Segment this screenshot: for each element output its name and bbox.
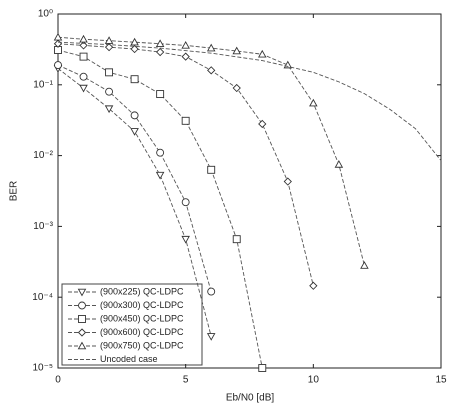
marker [207,66,216,75]
marker [104,36,114,44]
marker [77,341,87,350]
legend-label: (900x300) QC-LDPC [100,300,184,310]
marker [181,52,190,61]
marker [206,43,216,52]
legend-label: (900x450) QC-LDPC [100,313,184,323]
marker [78,315,86,323]
marker [207,287,216,296]
plot-frame [57,13,442,369]
marker [79,84,88,93]
marker [258,364,267,372]
x-axis-label: Eb/N0 [dB] [226,393,275,404]
y-axis-label: BER [9,181,20,202]
marker [181,40,190,49]
y-tick-label: 10⁻³ [33,221,53,232]
marker [258,119,267,129]
marker [156,90,165,99]
marker [155,39,165,48]
marker [104,105,114,114]
x-tick-label: 5 [183,375,189,386]
marker [130,111,139,120]
marker [77,328,87,337]
marker [283,60,293,69]
marker [79,34,88,43]
marker [181,116,190,125]
series-line [57,64,212,292]
marker [309,281,318,290]
marker [360,261,369,269]
marker [258,49,267,58]
marker [181,235,190,244]
marker [78,301,86,310]
marker [207,165,216,174]
y-tick-label: 10⁻⁵ [32,363,53,374]
marker [232,235,241,244]
x-tick-label: 10 [308,375,320,386]
series-line [57,49,263,369]
marker [283,177,292,186]
marker [54,61,62,70]
legend-label: (900x600) QC-LDPC [100,327,184,337]
marker [130,128,139,136]
marker [79,52,88,61]
legend-label: (900x225) QC-LDPC [100,286,184,296]
marker [309,98,318,107]
x-tick-label: 15 [435,375,447,386]
marker [53,32,63,41]
legend-label: (900x750) QC-LDPC [100,340,184,350]
marker [77,288,87,297]
y-tick-label: 10⁻⁴ [32,292,53,303]
marker [334,160,344,168]
marker [155,47,165,57]
legend-label: Uncoded case [100,354,158,364]
legend-box [61,283,203,366]
x-tick-label: 0 [55,375,61,386]
marker [79,72,88,81]
y-tick-label: 10⁻¹ [33,79,53,90]
marker [104,43,114,52]
marker [130,75,139,84]
marker [232,83,241,93]
marker [130,44,139,54]
marker [155,171,165,180]
marker [105,68,114,77]
marker [156,148,165,157]
series-line [57,43,314,286]
marker [206,333,216,341]
marker [232,46,241,55]
marker [181,198,190,207]
series-line [57,41,442,161]
y-tick-label: 10⁰ [38,9,53,20]
marker [105,87,114,96]
y-tick-label: 10⁻² [33,150,53,161]
marker [130,37,139,46]
